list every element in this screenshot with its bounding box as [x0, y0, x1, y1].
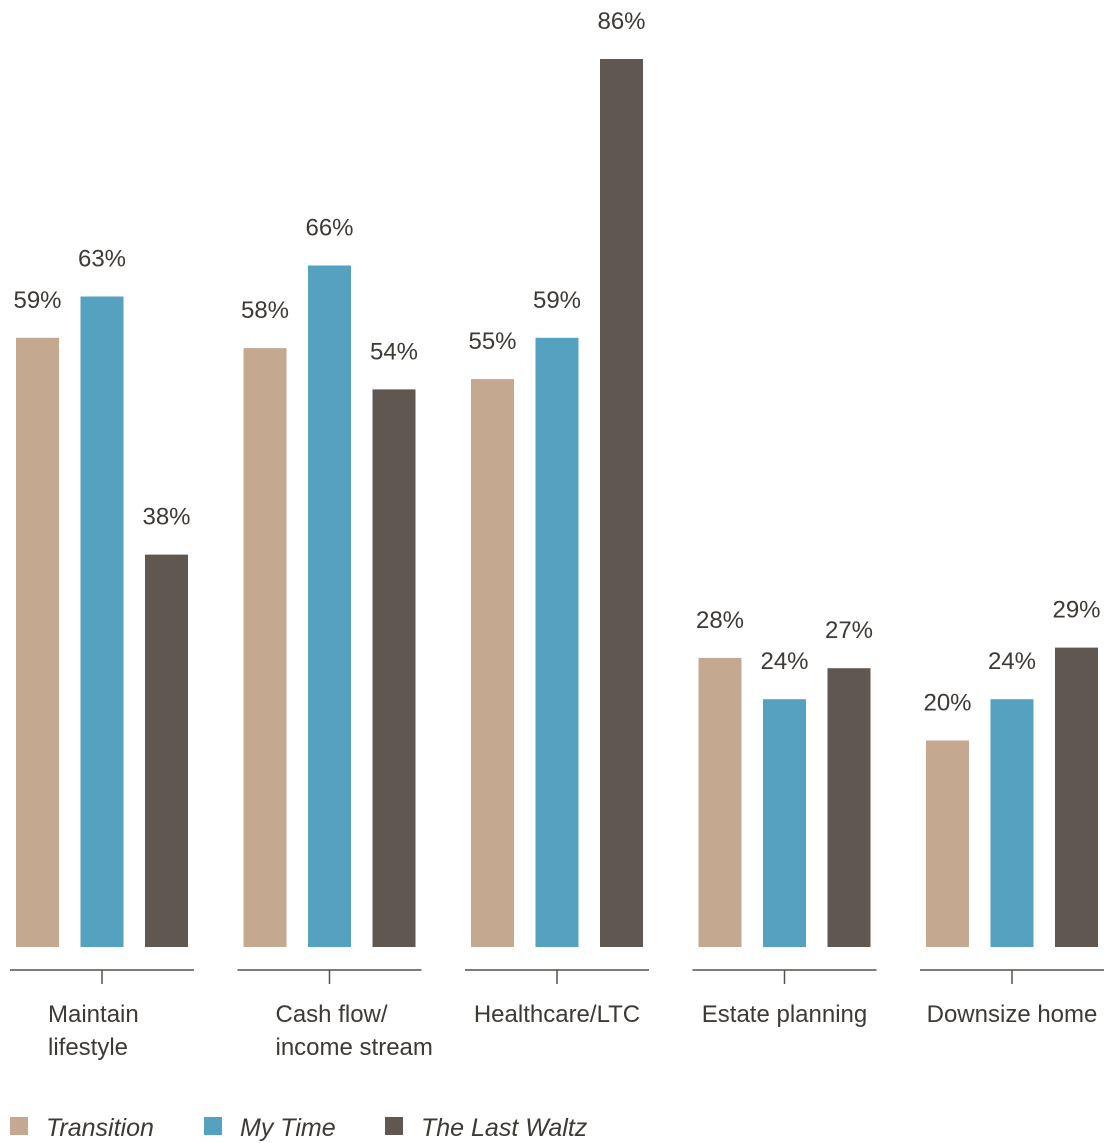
bar-the-last-waltz-estate-planning [827, 668, 871, 947]
legend-label-my-time: My Time [240, 1114, 336, 1142]
data-label-the-last-waltz-estate-planning: 27% [825, 617, 873, 644]
data-label-my-time-maintain-lifestyle: 63% [78, 246, 126, 273]
data-label-transition-maintain-lifestyle: 59% [13, 287, 61, 314]
bar-my-time-cash-flow-income-stream [308, 265, 351, 947]
category-axis: Maintain lifestyle Cash flow/income stream… [10, 969, 1104, 1061]
legend-label-the-last-waltz: The Last Waltz [421, 1114, 588, 1142]
legend-label-transition: Transition [46, 1114, 154, 1142]
legend-swatch-transition [10, 1117, 28, 1135]
data-label-transition-estate-planning: 28% [696, 607, 744, 634]
bars-layer: 59% 63% 38% 58% 66% 54% 55% 59% 86% 28% 24% 27% 20% 2… [13, 8, 1101, 948]
data-label-my-time-estate-planning: 24% [760, 648, 808, 675]
bar-my-time-healthcare-ltc [535, 337, 579, 947]
data-label-the-last-waltz-maintain-lifestyle: 38% [142, 504, 190, 531]
category-label-maintain-lifestyle-line-1: Maintain [48, 1001, 139, 1028]
category-label-estate-planning: Estate planning [702, 1001, 867, 1028]
bar-transition-healthcare-ltc [471, 379, 514, 948]
category-label-cash-flow-income-stream-line-1: Cash flow/ [276, 1001, 388, 1028]
bar-the-last-waltz-cash-flow-income-stream [372, 389, 416, 947]
data-label-my-time-healthcare-ltc: 59% [533, 287, 581, 314]
bar-my-time-maintain-lifestyle [80, 296, 124, 947]
legend: Transition My Time The Last Waltz [10, 1114, 588, 1142]
legend-swatch-my-time [204, 1117, 222, 1135]
category-label-cash-flow-income-stream-line-2: income stream [276, 1034, 433, 1061]
data-label-the-last-waltz-cash-flow-income-stream: 54% [370, 338, 418, 365]
data-label-the-last-waltz-healthcare-ltc: 86% [597, 8, 645, 35]
data-label-the-last-waltz-downsize-home: 29% [1052, 597, 1100, 624]
bar-my-time-downsize-home [990, 699, 1034, 947]
bar-transition-cash-flow-income-stream [243, 348, 287, 948]
bar-the-last-waltz-downsize-home [1055, 647, 1098, 947]
category-label-maintain-lifestyle-line-2: lifestyle [48, 1034, 128, 1061]
bar-transition-maintain-lifestyle [16, 337, 59, 947]
bar-the-last-waltz-maintain-lifestyle [145, 554, 188, 947]
bar-transition-estate-planning [698, 657, 742, 947]
data-label-transition-downsize-home: 20% [923, 690, 971, 717]
bar-transition-downsize-home [926, 740, 969, 947]
bar-my-time-estate-planning [763, 699, 806, 947]
category-label-healthcare-ltc: Healthcare/LTC [474, 1001, 640, 1028]
data-label-transition-healthcare-ltc: 55% [468, 328, 516, 355]
bar-the-last-waltz-healthcare-ltc [600, 59, 643, 947]
category-label-downsize-home: Downsize home [927, 1001, 1098, 1028]
data-label-my-time-cash-flow-income-stream: 66% [305, 215, 353, 242]
data-label-transition-cash-flow-income-stream: 58% [241, 297, 289, 324]
legend-swatch-the-last-waltz [385, 1117, 403, 1135]
data-label-my-time-downsize-home: 24% [988, 648, 1036, 675]
